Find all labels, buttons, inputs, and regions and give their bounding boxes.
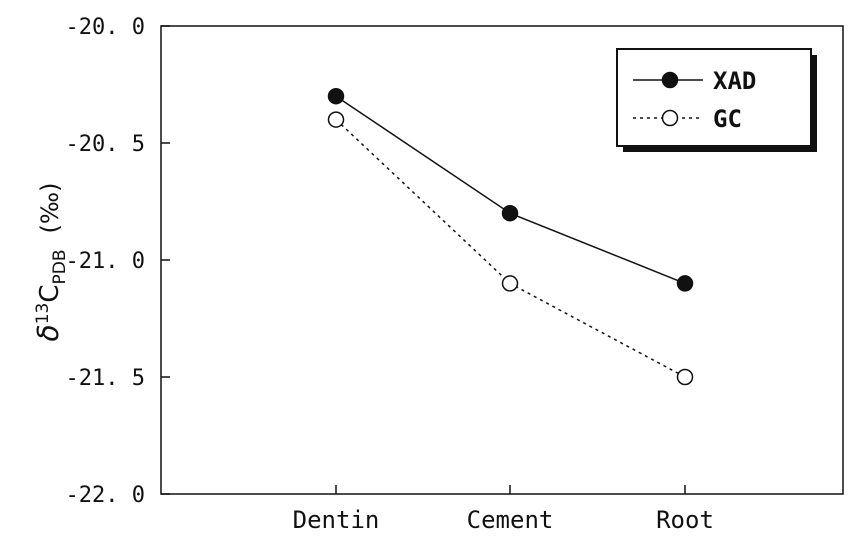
data-point-gc-root (676, 368, 694, 386)
legend-label-gc: GC (713, 105, 742, 133)
data-point-gc-dentin (327, 111, 345, 128)
legend-marker-gc (661, 109, 679, 127)
series-line-gc (335, 119, 686, 378)
y-axis-label-main: C (35, 285, 65, 303)
data-point-gc-cement (501, 275, 519, 292)
legend: XAD GC (616, 48, 817, 152)
y-axis-label-sup: 13 (33, 303, 53, 325)
legend-label-xad: XAD (713, 67, 756, 95)
axis-ticks: -20. 0 -20. 5 -21. 0 -21. 5 -22. 0 Dentin Ceme… (66, 15, 714, 534)
y-tick-label: -21. 5 (66, 366, 145, 391)
data-point-xad-root (676, 275, 694, 292)
y-axis-label-unit: (‰) (36, 183, 64, 234)
y-axis-label-delta: δ (32, 324, 65, 341)
y-tick-label: -20. 0 (66, 15, 145, 40)
x-tick-label: Dentin (293, 506, 380, 534)
legend-marker-xad (661, 71, 679, 89)
y-axis-label: δ13CPDB (‰) (32, 183, 70, 342)
x-tick-label: Root (656, 506, 714, 534)
data-point-xad-dentin (327, 87, 345, 105)
y-tick-label: -22. 0 (66, 483, 145, 508)
y-axis-label-sub: PDB (50, 249, 70, 284)
y-tick-label: -21. 0 (66, 249, 145, 274)
series-points (327, 87, 694, 386)
y-tick-label: -20. 5 (66, 132, 145, 157)
data-point-xad-cement (501, 204, 519, 222)
x-tick-label: Cement (467, 506, 554, 534)
legend-box (616, 48, 812, 147)
